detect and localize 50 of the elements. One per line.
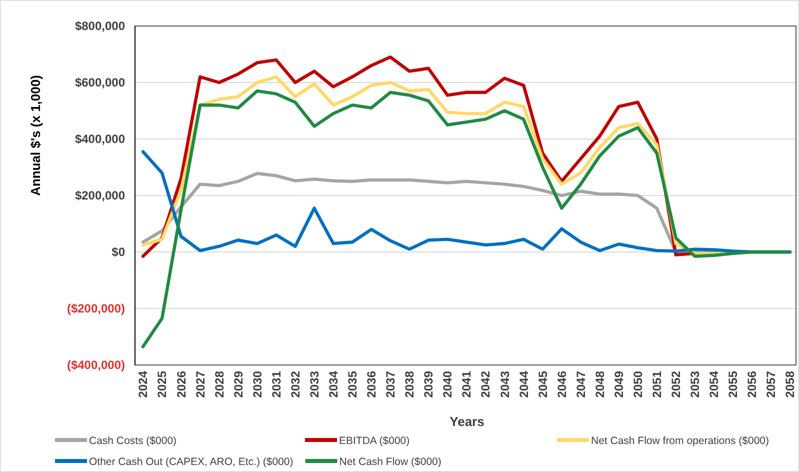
legend-label: Other Cash Out (CAPEX, ARO, Etc.) ($000) [89, 456, 294, 468]
x-tick-label: 2041 [460, 370, 474, 398]
x-tick-label: 2057 [764, 370, 778, 398]
x-tick-label: 2042 [478, 370, 493, 398]
x-tick-label: 2047 [574, 370, 588, 398]
x-tick-label: 2046 [554, 370, 569, 398]
y-tick-label: $200,000 [74, 188, 126, 202]
x-tick-label: 2048 [592, 370, 607, 398]
x-tick-label: 2039 [422, 370, 436, 398]
x-tick-label: 2051 [650, 370, 664, 398]
y-tick-label: $400,000 [74, 132, 126, 146]
y-axis-title: Annual $'s (x 1,000) [28, 75, 43, 196]
x-tick-label: 2037 [384, 370, 398, 398]
x-tick-label: 2030 [250, 370, 264, 398]
x-tick-label: 2032 [288, 370, 302, 398]
line-series [141, 89, 792, 348]
x-tick-label: 2050 [630, 370, 645, 398]
x-tick-label: 2058 [783, 370, 798, 398]
x-tick-label: 2040 [440, 370, 455, 398]
legend-label: Net Cash Flow from operations ($000) [591, 435, 769, 447]
y-tick-label: $600,000 [74, 75, 126, 90]
x-axis-title: Years [450, 414, 484, 429]
x-tick-label: 2025 [155, 370, 170, 398]
x-tick-label: 2054 [707, 370, 722, 398]
x-tick-label: 2045 [536, 370, 550, 398]
legend-label: Cash Costs ($000) [89, 435, 177, 447]
x-tick-label: 2055 [726, 370, 740, 398]
y-tick-label: ($200,000) [66, 301, 125, 316]
x-tick-label: 2038 [402, 370, 417, 398]
y-tick-label: ($400,000) [66, 358, 125, 372]
legend-label: Net Cash Flow ($000) [339, 456, 442, 468]
x-tick-label: 2052 [669, 370, 684, 398]
x-tick-label: 2056 [745, 370, 760, 398]
legend-label: EBITDA ($000) [339, 435, 410, 447]
x-tick-label: 2031 [269, 370, 284, 398]
x-tick-label: 2049 [612, 370, 626, 398]
x-tick-label: 2027 [193, 370, 208, 398]
x-tick-label: 2033 [307, 370, 322, 398]
y-tick-label: $800,000 [74, 18, 126, 33]
x-tick-label: 2053 [688, 370, 702, 398]
y-tick-label: $0 [112, 244, 126, 259]
x-tick-label: 2035 [346, 370, 360, 398]
x-tick-label: 2044 [516, 370, 531, 398]
x-tick-label: 2036 [364, 370, 379, 398]
x-tick-label: 2026 [174, 370, 188, 398]
x-tick-label: 2029 [231, 370, 246, 398]
x-tick-label: 2043 [498, 370, 512, 398]
x-tick-label: 2034 [326, 370, 340, 398]
x-tick-label: 2024 [136, 370, 150, 398]
x-tick-label: 2028 [212, 370, 226, 398]
